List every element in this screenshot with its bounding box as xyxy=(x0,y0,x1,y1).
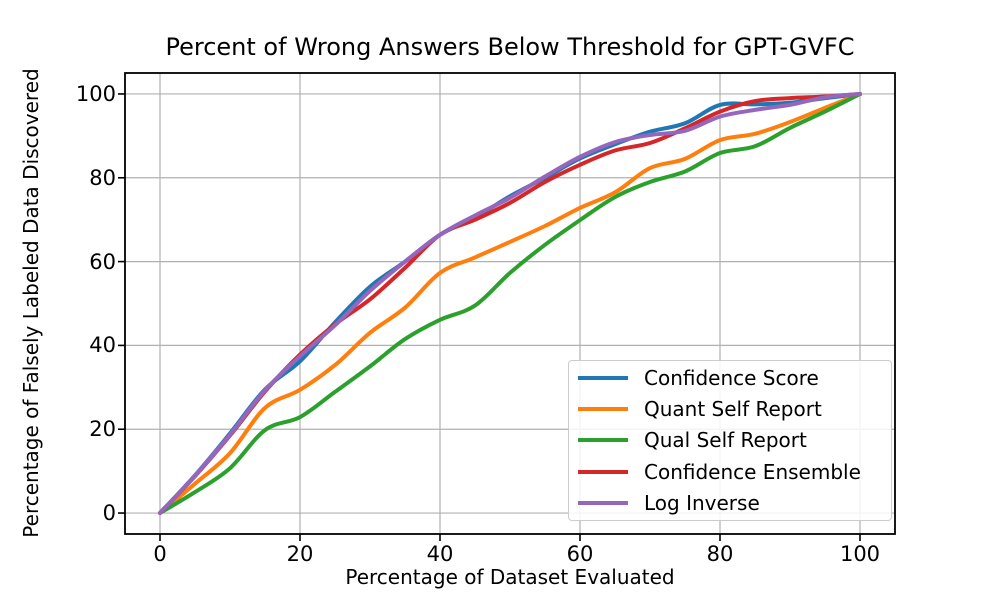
legend-line-swatch xyxy=(578,407,628,412)
y-tick-label: 20 xyxy=(89,417,116,442)
chart-title: Percent of Wrong Answers Below Threshold… xyxy=(165,33,855,61)
legend-label: Log Inverse xyxy=(644,491,760,516)
x-tick-label: 60 xyxy=(566,542,594,566)
legend-item: Confidence Score xyxy=(569,362,891,393)
x-tick-label: 100 xyxy=(839,542,881,566)
y-tick-label: 40 xyxy=(89,333,116,358)
legend-label: Qual Self Report xyxy=(644,428,807,453)
x-tick-label: 0 xyxy=(153,542,167,566)
legend-line-swatch xyxy=(578,438,628,443)
legend-item: Qual Self Report xyxy=(569,425,891,456)
y-tick-label: 0 xyxy=(102,501,116,526)
series-line xyxy=(158,92,862,515)
legend-line-swatch xyxy=(578,501,628,506)
x-tick-label: 40 xyxy=(426,542,454,566)
axes-spines xyxy=(124,72,896,535)
legend-label: Confidence Ensemble xyxy=(644,459,861,484)
x-axis-label: Percentage of Dataset Evaluated xyxy=(345,565,675,589)
series-line xyxy=(158,92,862,515)
legend-line-swatch xyxy=(578,469,628,474)
x-tick-label: 80 xyxy=(706,542,734,566)
legend-label: Confidence Score xyxy=(644,365,819,390)
legend-item: Quant Self Report xyxy=(569,393,891,424)
legend-item: Confidence Ensemble xyxy=(569,456,891,487)
series-line xyxy=(158,92,862,515)
legend-item: Log Inverse xyxy=(569,488,891,519)
x-tick-label: 20 xyxy=(286,542,314,566)
legend-label: Quant Self Report xyxy=(644,397,822,422)
legend: Confidence Score Quant Self Report Qual Se… xyxy=(568,360,892,521)
y-tick-label: 100 xyxy=(75,81,116,106)
legend-line-swatch xyxy=(578,375,628,380)
y-tick-label: 60 xyxy=(89,249,116,274)
y-tick-label: 80 xyxy=(89,165,116,190)
y-axis-label: Percentage of Falsely Labeled Data Disco… xyxy=(19,68,43,538)
